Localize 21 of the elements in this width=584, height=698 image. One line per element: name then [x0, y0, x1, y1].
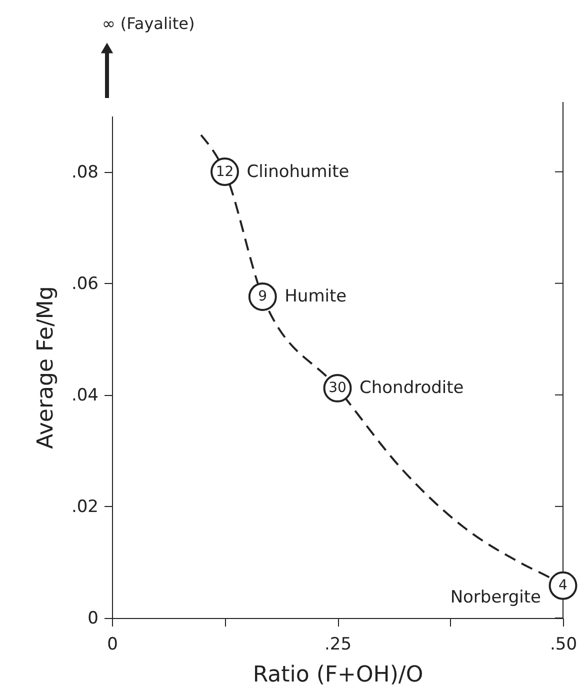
annotation: Clinohumite [246, 162, 350, 182]
point [248, 282, 277, 311]
y-tick-label: .06 [71, 274, 98, 294]
x-tick-label: 0 [107, 634, 118, 654]
annotation: 12 [216, 164, 234, 180]
annotation: Chondrodite [360, 378, 464, 398]
x-axis-title: Ratio (F+OH)/O [252, 662, 424, 688]
y-tick-label: .02 [71, 496, 98, 517]
point [548, 571, 578, 600]
x-tick-label: .50 [550, 634, 578, 654]
annotation: 30 [328, 380, 346, 396]
y-axis-title: Average Fe/Mg [33, 286, 58, 449]
y-tick-label: .04 [71, 385, 98, 406]
annotation: Norbergite [450, 588, 541, 608]
y-tick-label: .08 [71, 162, 98, 182]
text: ∞ (Fayalite) [102, 14, 195, 33]
y-tick-label: 0 [88, 608, 98, 628]
x-tick-label: .25 [324, 634, 352, 654]
annotation: Humite [284, 286, 347, 307]
annotation: 9 [258, 288, 268, 305]
annotation: 4 [558, 578, 568, 594]
